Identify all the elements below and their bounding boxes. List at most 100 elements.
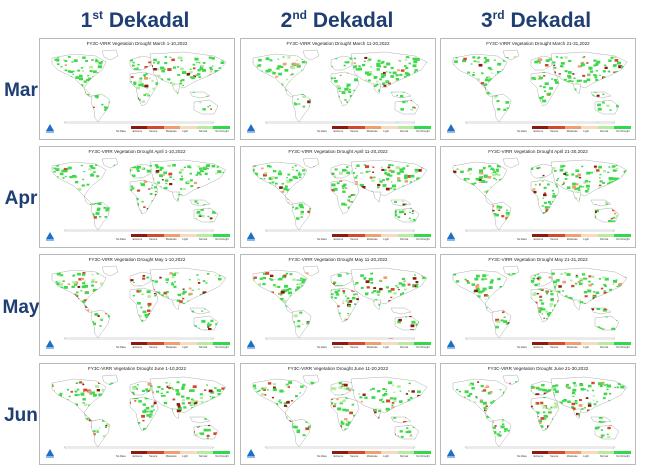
landmass xyxy=(330,271,354,287)
satellite-center-logo-icon xyxy=(46,449,54,458)
legend-label: Light xyxy=(182,130,188,133)
drought-map-panel: FY3C-VIRR Vegetation Drought May 11-20,2… xyxy=(240,254,436,356)
landmass xyxy=(330,179,360,215)
legend-label: No Drought xyxy=(616,130,630,133)
legend-label: Normal xyxy=(599,346,609,349)
legend-label: No Data xyxy=(317,238,327,241)
satellite-center-logo-icon xyxy=(46,340,54,349)
legend-swatch xyxy=(581,451,598,454)
drought-map-panel: FY3C-VIRR Vegetation Drought June 11-20,… xyxy=(240,363,436,465)
legend-swatch xyxy=(581,342,598,345)
legend-swatch xyxy=(196,342,214,345)
legend-swatch xyxy=(348,126,365,129)
column-1-number: 1 xyxy=(80,9,93,32)
legend-swatch xyxy=(564,234,582,237)
legend-label: No Drought xyxy=(215,346,229,349)
landmass xyxy=(502,157,520,169)
drought-legend: No Data Extreme Severe Moderate Light Normal N… xyxy=(114,342,230,353)
legend-label: Normal xyxy=(399,455,409,458)
legend-swatch xyxy=(548,234,565,237)
drought-legend: No Data Extreme Severe Moderate Light Normal N… xyxy=(315,234,431,245)
drought-map-panel: FY3C-VIRR Vegetation Drought March 11-20… xyxy=(240,38,436,140)
world-map xyxy=(252,374,428,449)
legend-swatch xyxy=(331,451,349,454)
legend-label: No Data xyxy=(317,455,327,458)
legend-swatch xyxy=(163,126,181,129)
landmass xyxy=(284,412,294,423)
landmass xyxy=(63,337,215,340)
landmass xyxy=(594,99,620,115)
legend-label: No Drought xyxy=(416,346,430,349)
panel-title: FY3C-VIRR Vegetation Drought April 11-20… xyxy=(288,149,388,154)
legend-label: Moderate xyxy=(366,455,378,458)
drought-map-panel: FY3C-VIRR Vegetation Drought June 1-10,2… xyxy=(39,363,235,465)
legend-swatch xyxy=(147,234,164,237)
landmass xyxy=(264,337,416,340)
legend-swatch xyxy=(364,342,382,345)
drought-legend: No Data Extreme Severe Moderate Light Normal N… xyxy=(114,126,230,137)
legend-swatch xyxy=(213,451,230,454)
world-map xyxy=(252,49,428,124)
legend-swatch xyxy=(548,451,565,454)
landmass xyxy=(464,121,616,124)
legend-swatch xyxy=(180,342,197,345)
landmass xyxy=(452,378,508,414)
legend-label: Light xyxy=(583,238,589,241)
panel-title: FY3C-VIRR Vegetation Drought June 21-30,… xyxy=(487,366,589,371)
landmass xyxy=(502,49,520,61)
legend-label: Normal xyxy=(399,238,409,241)
satellite-center-logo-icon xyxy=(447,340,455,349)
landmass xyxy=(464,337,616,340)
landmass xyxy=(83,303,93,314)
legend-swatch xyxy=(397,342,415,345)
drought-legend: No Data Extreme Severe Moderate Light Normal N… xyxy=(315,451,431,462)
legend-label: Moderate xyxy=(165,238,177,241)
drought-map-panel: FY3C-VIRR Vegetation Drought March 1-10,… xyxy=(39,38,235,140)
legend-swatch xyxy=(581,126,598,129)
legend-label: No Data xyxy=(517,130,527,133)
landmass xyxy=(372,299,382,311)
legend-label: Normal xyxy=(599,455,609,458)
drought-map-panel: FY3C-VIRR Vegetation Drought April 21-30… xyxy=(440,146,636,248)
world-map xyxy=(452,49,628,124)
landmass xyxy=(264,229,416,232)
landmass xyxy=(502,374,520,386)
legend-swatch xyxy=(531,234,549,237)
legend-swatch xyxy=(196,126,214,129)
satellite-center-logo-icon xyxy=(447,124,455,133)
column-header-1st: 1st Dekadal xyxy=(35,8,235,33)
legend-label: Extreme xyxy=(333,238,344,241)
landmass xyxy=(491,418,512,448)
legend-label: Severe xyxy=(550,238,559,241)
legend-label: No Drought xyxy=(416,455,430,458)
landmass xyxy=(189,91,211,99)
legend-swatch xyxy=(531,342,549,345)
legend-label: Moderate xyxy=(566,130,578,133)
legend-swatch xyxy=(130,342,148,345)
column-header-3rd: 3rd Dekadal xyxy=(436,8,636,33)
legend-swatch xyxy=(548,126,565,129)
legend-swatch xyxy=(163,234,181,237)
satellite-center-logo-icon xyxy=(46,124,54,133)
column-3-suffix: rd xyxy=(492,8,505,22)
landmass xyxy=(101,265,119,277)
landmass xyxy=(452,269,508,305)
world-map xyxy=(252,157,428,232)
drought-map-panel: FY3C-VIRR Vegetation Drought May 1-10,20… xyxy=(39,254,235,356)
landmass xyxy=(572,191,582,203)
legend-label: Normal xyxy=(198,455,208,458)
legend-label: Severe xyxy=(149,346,158,349)
legend-label: No Drought xyxy=(215,238,229,241)
legend-swatch xyxy=(581,234,598,237)
legend-label: Light xyxy=(583,455,589,458)
landmass xyxy=(252,378,308,414)
legend-swatch xyxy=(614,342,631,345)
panel-title: FY3C-VIRR Vegetation Drought March 21-31… xyxy=(486,41,590,46)
landmass xyxy=(464,229,616,232)
landmass xyxy=(302,49,320,61)
drought-legend: No Data Extreme Severe Moderate Light Normal N… xyxy=(515,342,631,353)
landmass xyxy=(372,191,382,203)
landmass xyxy=(484,303,494,314)
legend-swatch xyxy=(548,342,565,345)
legend-label: Normal xyxy=(599,130,609,133)
